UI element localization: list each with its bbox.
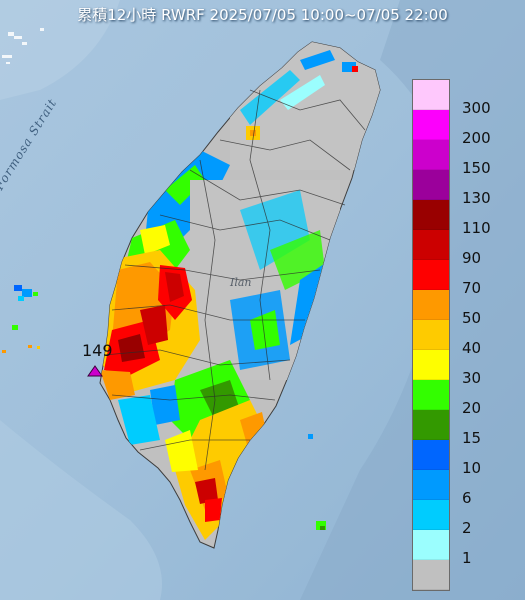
max-rainfall-marker-icon: [87, 365, 103, 377]
legend-swatch: [413, 230, 449, 260]
legend-label: 40: [462, 339, 482, 357]
rainfall-legend-labels: 300 200 150 130 110 90 70 50 40 30 20 15 10 6 2 1: [462, 93, 491, 573]
legend-label: 200: [462, 129, 491, 147]
legend-label: 20: [462, 399, 482, 417]
legend-swatch: [413, 500, 449, 530]
legend-swatch: [413, 170, 449, 200]
region-label: Ilan: [230, 276, 252, 289]
legend-label: 2: [462, 519, 472, 537]
legend-label: 1: [462, 549, 472, 567]
legend-swatch: [413, 440, 449, 470]
legend-swatch: [413, 560, 449, 590]
legend-label: 110: [462, 219, 491, 237]
legend-label: 50: [462, 309, 482, 327]
legend-label: 15: [462, 429, 482, 447]
legend-label: 130: [462, 189, 491, 207]
legend-swatch: [413, 470, 449, 500]
max-value-label: 149: [82, 341, 113, 360]
legend-swatch: [413, 80, 449, 110]
legend-swatch: [413, 350, 449, 380]
legend-label: 6: [462, 489, 472, 507]
map-title: 累積12小時 RWRF 2025/07/05 10:00~07/05 22:00: [77, 6, 448, 24]
legend-label: 300: [462, 99, 491, 117]
legend-label: 90: [462, 249, 482, 267]
rainfall-legend: [412, 79, 450, 591]
legend-label: 150: [462, 159, 491, 177]
legend-label: 30: [462, 369, 482, 387]
legend-swatch: [413, 260, 449, 290]
legend-label: 10: [462, 459, 482, 477]
legend-swatch: [413, 110, 449, 140]
legend-swatch: [413, 320, 449, 350]
legend-swatch: [413, 380, 449, 410]
legend-swatch: [413, 140, 449, 170]
legend-swatch: [413, 200, 449, 230]
legend-swatch: [413, 410, 449, 440]
legend-label: 70: [462, 279, 482, 297]
legend-swatch: [413, 290, 449, 320]
legend-swatch: [413, 530, 449, 560]
